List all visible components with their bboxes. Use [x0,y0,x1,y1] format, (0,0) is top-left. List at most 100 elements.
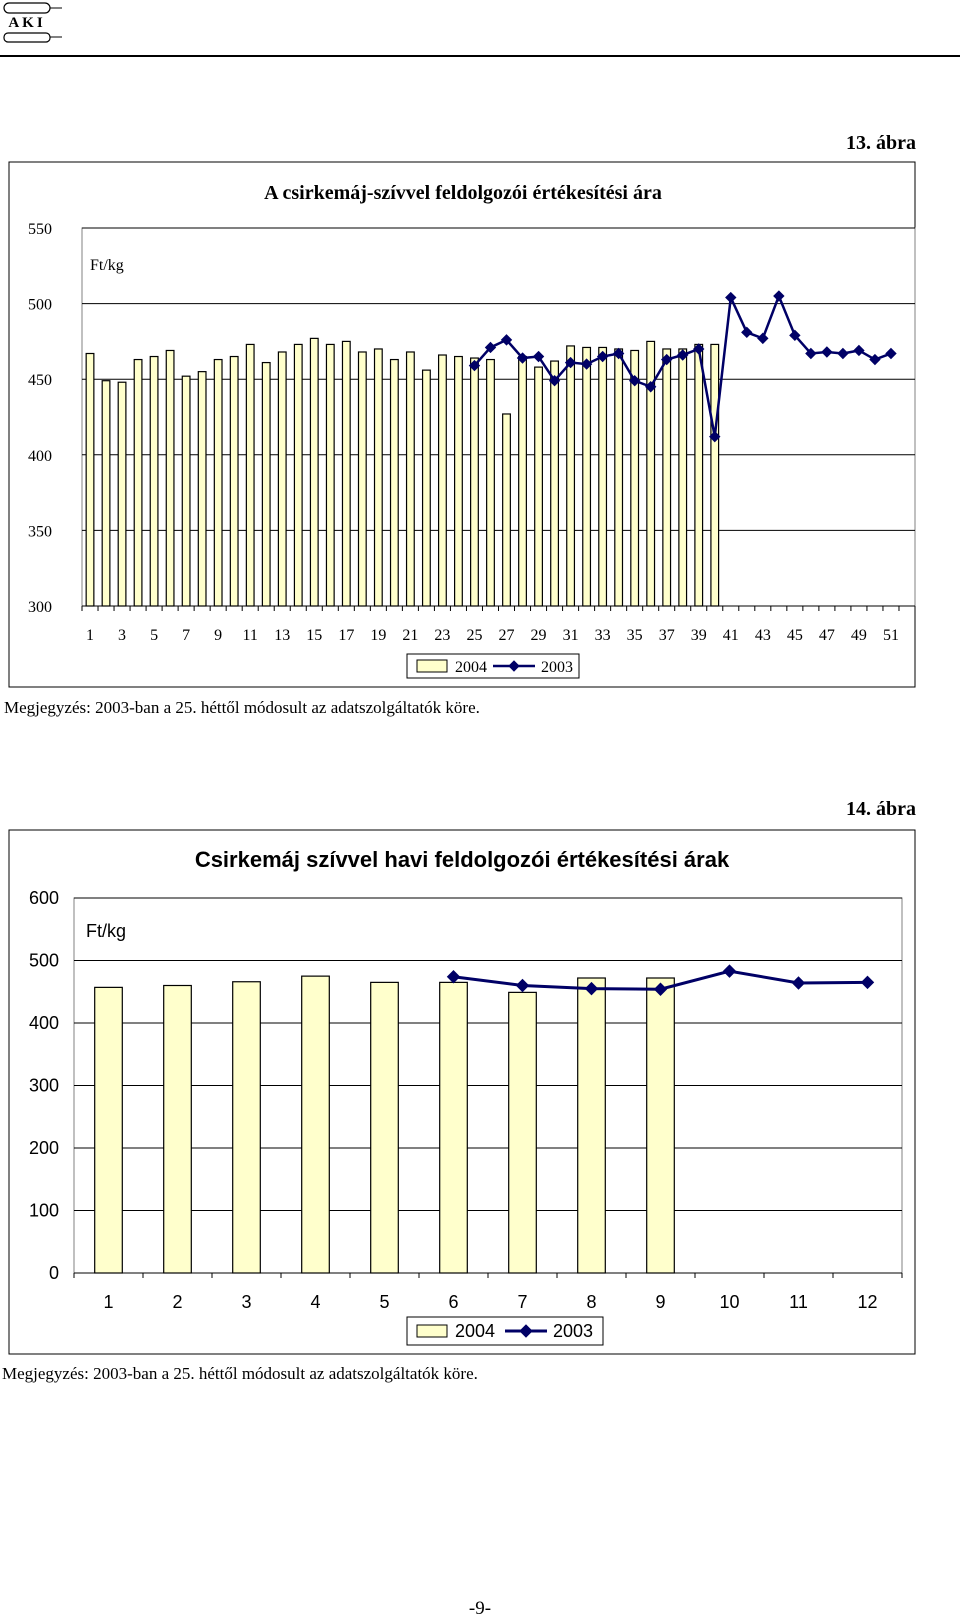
bar-2004 [518,355,527,607]
marker-2003 [709,430,721,443]
legend-label-2004: 2004 [455,1321,495,1341]
x-tick-label: 9 [655,1292,665,1312]
bar-2004 [117,381,127,607]
x-tick-label: 4 [310,1292,320,1312]
y-tick-label: 200 [29,1138,59,1158]
x-tick-label: 33 [595,627,611,644]
bar-2004 [630,349,640,607]
bar-2004 [373,348,383,607]
chart-title: A csirkemáj-szívvel feldolgozói értékesí… [264,182,662,204]
x-tick-label: 12 [857,1292,877,1312]
legend-swatch-2004 [416,659,448,673]
marker-2003 [580,358,593,370]
legend-label-2004: 2004 [455,659,487,676]
y-tick-label: 600 [29,888,59,908]
bar-2004 [678,348,688,607]
bar-2004 [181,375,191,607]
marker-2003 [564,356,577,369]
x-tick-label: 15 [306,627,322,644]
marker-2003 [853,344,865,357]
bar-2004 [261,361,271,607]
marker-2003 [722,964,737,978]
aki-logo: AKI [3,2,62,43]
marker-2003 [653,982,668,996]
x-tick-label: 5 [379,1292,389,1312]
x-tick-label: 37 [659,627,675,644]
marker-2003 [741,326,753,339]
marker-2003 [446,970,461,984]
x-tick-label: 47 [819,627,835,644]
x-tick-label: 29 [531,627,547,644]
bar-2004 [293,343,303,607]
figure-13-note: Megjegyzés: 2003-ban a 25. héttől módosu… [4,698,480,717]
y-tick-label: 100 [29,1201,59,1221]
bar-2004 [133,358,143,607]
figure-14-note: Megjegyzés: 2003-ban a 25. héttől módosu… [2,1364,478,1383]
bar-2004 [357,351,367,607]
marker-2003 [773,290,785,302]
bar-2004 [439,981,468,1274]
bar-2004 [502,413,511,607]
y-tick-label: 400 [28,448,52,465]
bar-2004 [229,355,239,607]
x-tick-label: 49 [851,627,867,644]
marker-2003 [821,346,833,358]
bar-2004 [389,358,399,607]
marker-2003 [644,381,657,393]
y-tick-label: 500 [29,951,59,971]
x-tick-label: 10 [719,1292,739,1312]
marker-2003 [789,329,801,342]
bar-2004 [341,340,351,607]
bar-2004 [566,345,576,607]
y-axis-unit-label: Ft/kg [86,921,126,941]
x-tick-label: 11 [242,627,257,644]
x-tick-label: 25 [466,627,482,644]
bar-2004 [508,991,537,1274]
x-tick-label: 6 [448,1292,458,1312]
legend-marker-2003 [508,660,520,672]
bar-2004 [370,981,399,1274]
x-tick-label: 23 [434,627,450,644]
bar-2004 [710,343,720,607]
bar-2004 [94,986,123,1274]
marker-2003 [596,350,609,363]
x-tick-label: 3 [241,1292,251,1312]
marker-2003 [612,347,625,360]
bar-2004 [301,975,330,1274]
chart-title: Csirkemáj szívvel havi feldolgozói érték… [195,847,730,872]
marker-2003 [837,347,849,360]
bar-2004 [550,360,560,607]
bar-2004 [662,348,672,607]
x-tick-label: 5 [150,627,158,644]
bar-2004 [598,346,608,607]
bar-2004 [470,357,479,607]
logo-text: AKI [8,15,45,31]
x-tick-label: 21 [402,627,418,644]
marker-2003 [468,359,481,372]
bar-2004 [232,981,261,1274]
x-tick-label: 7 [517,1292,527,1312]
x-tick-label: 35 [627,627,643,644]
x-tick-label: 11 [789,1292,808,1312]
y-axis-unit-label: Ft/kg [90,257,124,274]
marker-2003 [869,353,881,366]
x-tick-label: 19 [370,627,386,644]
x-tick-label: 2 [172,1292,182,1312]
marker-2003 [628,375,641,387]
bar-2004 [101,380,111,607]
legend-label-2003: 2003 [553,1321,593,1341]
bar-2004 [577,977,606,1274]
x-tick-label: 41 [723,627,739,644]
x-tick-label: 31 [563,627,579,644]
y-tick-label: 450 [28,372,52,389]
marker-2003 [516,352,529,364]
y-tick-label: 500 [28,297,52,314]
legend-swatch-2004 [416,1324,448,1338]
x-tick-label: 17 [338,627,354,644]
marker-2003 [860,975,875,990]
x-tick-label: 1 [103,1292,113,1312]
x-tick-label: 7 [182,627,190,644]
x-tick-label: 8 [586,1292,596,1312]
y-tick-label: 300 [29,1076,59,1096]
